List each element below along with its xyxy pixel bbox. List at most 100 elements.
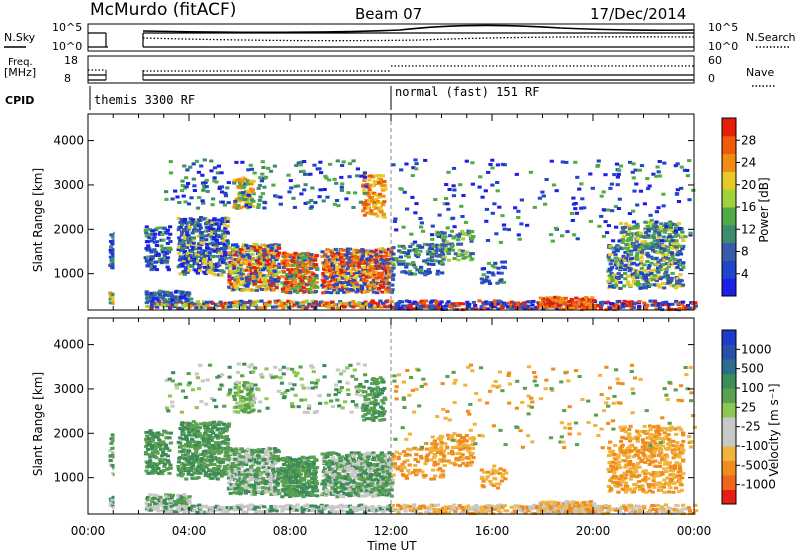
power-cell	[634, 226, 639, 230]
power-cell	[588, 172, 593, 176]
power-cell	[245, 279, 250, 283]
velocity-cell	[355, 482, 360, 486]
power-cell	[154, 268, 159, 272]
power-cell	[285, 291, 290, 295]
power-cell	[635, 203, 640, 207]
velocity-cell	[275, 448, 280, 452]
power-cell	[383, 276, 388, 280]
power-cell	[451, 184, 456, 188]
power-cell	[303, 256, 308, 260]
power-cell	[374, 252, 380, 256]
power-cell	[313, 284, 318, 288]
power-cell	[573, 160, 578, 164]
power-cell	[373, 206, 378, 210]
power-cell	[229, 282, 234, 286]
power-cell	[629, 249, 634, 253]
power-cell	[327, 302, 332, 306]
power-cell	[204, 238, 209, 242]
power-cell	[269, 268, 274, 272]
power-cell	[495, 181, 500, 184]
power-cell	[582, 206, 587, 210]
power-cell	[365, 249, 370, 253]
power-cell	[175, 195, 180, 199]
velocity-cell	[180, 421, 185, 425]
power-cell	[179, 223, 185, 227]
power-cell	[369, 195, 374, 199]
power-cell	[196, 170, 201, 174]
power-cell	[369, 249, 374, 253]
power-cell	[214, 239, 219, 242]
velocity-cell	[314, 488, 319, 492]
power-cell	[614, 280, 619, 284]
power-cell	[252, 276, 257, 280]
power-cell	[242, 274, 247, 278]
power-cell	[296, 260, 301, 264]
velocity-cell	[275, 455, 280, 458]
power-cell	[670, 302, 675, 306]
nsky-tick-top: 10^5	[52, 21, 82, 34]
power-cell	[181, 305, 186, 309]
power-cell	[278, 202, 283, 206]
power-cell	[183, 200, 188, 204]
power-cell	[194, 247, 199, 251]
power-cell	[179, 218, 184, 221]
power-cell	[381, 203, 386, 207]
power-cell	[348, 268, 353, 272]
power-cell	[356, 264, 361, 268]
power-cell	[202, 261, 207, 265]
power-cell	[273, 266, 279, 270]
power-cell	[227, 275, 232, 279]
power-cell	[389, 250, 394, 254]
power-cell	[211, 248, 216, 252]
power-cell	[685, 169, 690, 172]
power-cell	[233, 300, 238, 304]
power-cell	[287, 190, 292, 194]
power-cell	[379, 305, 384, 309]
power-cell	[213, 303, 218, 307]
power-cell	[297, 252, 302, 256]
power-cell	[293, 289, 298, 293]
power-cell	[307, 302, 312, 306]
power-cell	[152, 235, 157, 239]
power-ytick-label: 4000	[53, 134, 84, 148]
power-cell	[373, 200, 378, 204]
velocity-cell	[311, 463, 316, 467]
power-cell	[375, 278, 380, 282]
power-cell	[190, 222, 195, 226]
power-cell	[411, 248, 416, 252]
power-cell	[642, 202, 647, 206]
cpid-row: CPID themis 3300 RF normal (fast) 151 RF	[5, 85, 540, 110]
power-cell	[378, 181, 383, 184]
power-cell	[222, 249, 227, 253]
power-cell	[590, 186, 595, 190]
power-cell	[185, 254, 190, 258]
power-cell	[324, 276, 329, 280]
power-cell	[185, 303, 190, 307]
power-cell	[299, 269, 304, 273]
power-cell	[329, 291, 334, 295]
power-cell	[250, 262, 255, 266]
power-cell	[161, 238, 166, 242]
power-cell	[202, 242, 207, 245]
power-cell	[463, 255, 468, 259]
power-cell	[252, 171, 257, 175]
velocity-cell	[256, 486, 261, 490]
power-cell	[152, 265, 157, 269]
power-cell	[332, 288, 337, 292]
power-cell	[153, 250, 158, 254]
velocity-cell	[276, 467, 281, 471]
power-cell	[323, 174, 328, 178]
power-cell	[233, 282, 238, 286]
power-cell	[380, 271, 385, 275]
power-cell	[655, 165, 660, 169]
power-cell	[369, 251, 374, 255]
power-cell	[225, 220, 230, 223]
velocity-cell	[366, 457, 371, 461]
power-cell	[330, 279, 335, 282]
power-cell	[270, 254, 275, 258]
power-cell	[262, 255, 267, 259]
power-cell	[235, 305, 240, 309]
power-cell	[298, 262, 303, 266]
power-cell	[273, 278, 278, 281]
power-cell	[649, 261, 654, 265]
